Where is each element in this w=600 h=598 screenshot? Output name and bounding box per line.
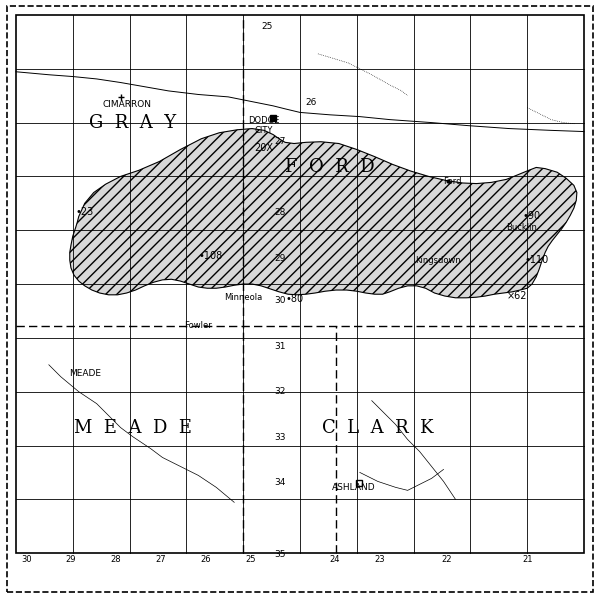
Text: 32: 32 [275, 387, 286, 396]
Text: 28: 28 [110, 554, 121, 564]
Text: Ford: Ford [443, 176, 462, 186]
Text: Minneola: Minneola [224, 293, 262, 303]
Text: 29: 29 [275, 254, 286, 263]
Text: MEADE: MEADE [69, 369, 101, 379]
Polygon shape [70, 129, 577, 298]
Text: CIMARRON: CIMARRON [102, 100, 151, 109]
Text: 23: 23 [374, 554, 385, 564]
Text: 22: 22 [441, 554, 452, 564]
Text: 27: 27 [275, 137, 286, 147]
Text: 34: 34 [275, 478, 286, 487]
Text: •23: •23 [76, 208, 94, 217]
Text: 28: 28 [275, 208, 286, 217]
Text: 29: 29 [65, 554, 76, 564]
Text: 26: 26 [305, 98, 316, 108]
Text: ×62: ×62 [506, 291, 527, 301]
Text: •110: •110 [524, 255, 548, 265]
Text: 35: 35 [275, 550, 286, 560]
Text: 33: 33 [275, 433, 286, 443]
Text: M  E  A  D  E: M E A D E [74, 419, 191, 437]
Text: 20X: 20X [254, 143, 274, 152]
Text: 27: 27 [155, 554, 166, 564]
Text: Kingsdown: Kingsdown [415, 255, 460, 265]
Text: •108: •108 [199, 251, 223, 261]
Text: 21: 21 [522, 554, 532, 564]
Text: C  L  A  R  K: C L A R K [322, 419, 433, 437]
Text: ASHLAND: ASHLAND [332, 483, 376, 492]
Text: DODGE
CITY: DODGE CITY [248, 116, 280, 135]
Text: Fowler: Fowler [184, 321, 212, 331]
Text: G  R  A  Y: G R A Y [89, 114, 176, 132]
Text: •90: •90 [523, 212, 541, 221]
Text: 30: 30 [275, 296, 286, 306]
Text: •80: •80 [285, 294, 303, 304]
Text: 31: 31 [275, 342, 286, 352]
Text: 26: 26 [201, 554, 211, 564]
Text: 25: 25 [262, 22, 273, 32]
Text: 25: 25 [246, 554, 256, 564]
Text: Bucklin: Bucklin [506, 222, 536, 232]
Text: 30: 30 [21, 554, 31, 564]
Text: F  O  R  D: F O R D [285, 158, 375, 176]
Text: 24: 24 [329, 554, 340, 564]
